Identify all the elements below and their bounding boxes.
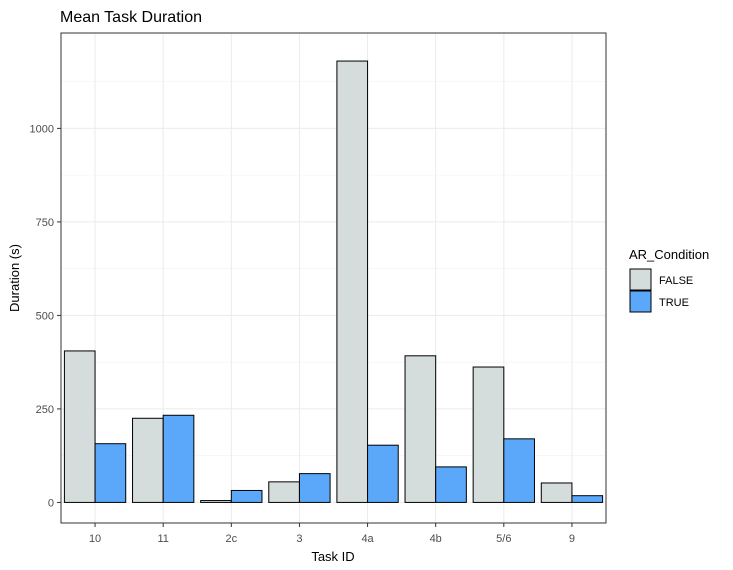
bar-4b-true <box>435 466 467 503</box>
bar-11-false <box>132 417 164 503</box>
bar-3-true <box>298 473 331 503</box>
y-tick-label: 0 <box>48 497 54 509</box>
bar-9-true <box>571 495 604 503</box>
plot-panel-border <box>60 32 607 524</box>
y-tick-label: 500 <box>36 310 54 322</box>
bar-10-true <box>94 443 127 503</box>
bar-10-false <box>63 350 96 503</box>
x-tick-label: 2c <box>226 533 238 545</box>
bar-2c-true <box>230 489 263 503</box>
x-tick-label: 5/6 <box>496 533 511 545</box>
x-axis-title: Task ID <box>311 549 354 564</box>
y-axis: 0 250 500 750 1000 <box>30 123 61 509</box>
x-axis: 10 11 2c 3 4a 4b 5/6 9 <box>89 523 575 545</box>
bar-5/6-true <box>503 438 535 503</box>
bar-3-false <box>268 481 300 503</box>
x-tick-label: 10 <box>89 533 101 545</box>
y-tick-label: 1000 <box>30 123 54 135</box>
legend-label-false: FALSE <box>659 275 693 287</box>
legend-title: AR_Condition <box>629 247 709 262</box>
x-tick-label: 4b <box>430 533 442 545</box>
bars <box>63 60 604 503</box>
x-tick-label: 11 <box>157 533 168 545</box>
x-tick-label: 9 <box>569 533 575 545</box>
y-tick-label: 250 <box>36 404 54 416</box>
bar-4b-false <box>404 355 437 503</box>
bar-2c-false <box>200 500 232 503</box>
bar-9-false <box>540 482 573 503</box>
y-tick-label: 750 <box>36 217 54 229</box>
bar-11-true <box>162 414 195 503</box>
legend-key-true <box>629 290 652 313</box>
legend-label-true: TRUE <box>659 297 689 309</box>
chart-title: Mean Task Duration <box>60 9 202 26</box>
legend: AR_Condition FALSE TRUE <box>629 247 709 313</box>
y-axis-title: Duration (s) <box>7 244 22 312</box>
legend-key-false <box>629 268 652 291</box>
x-tick-label: 3 <box>296 533 302 545</box>
bar-4a-false <box>336 60 369 503</box>
bar-5/6-false <box>472 366 505 503</box>
bar-4a-true <box>367 444 399 503</box>
x-tick-label: 4a <box>361 533 374 545</box>
